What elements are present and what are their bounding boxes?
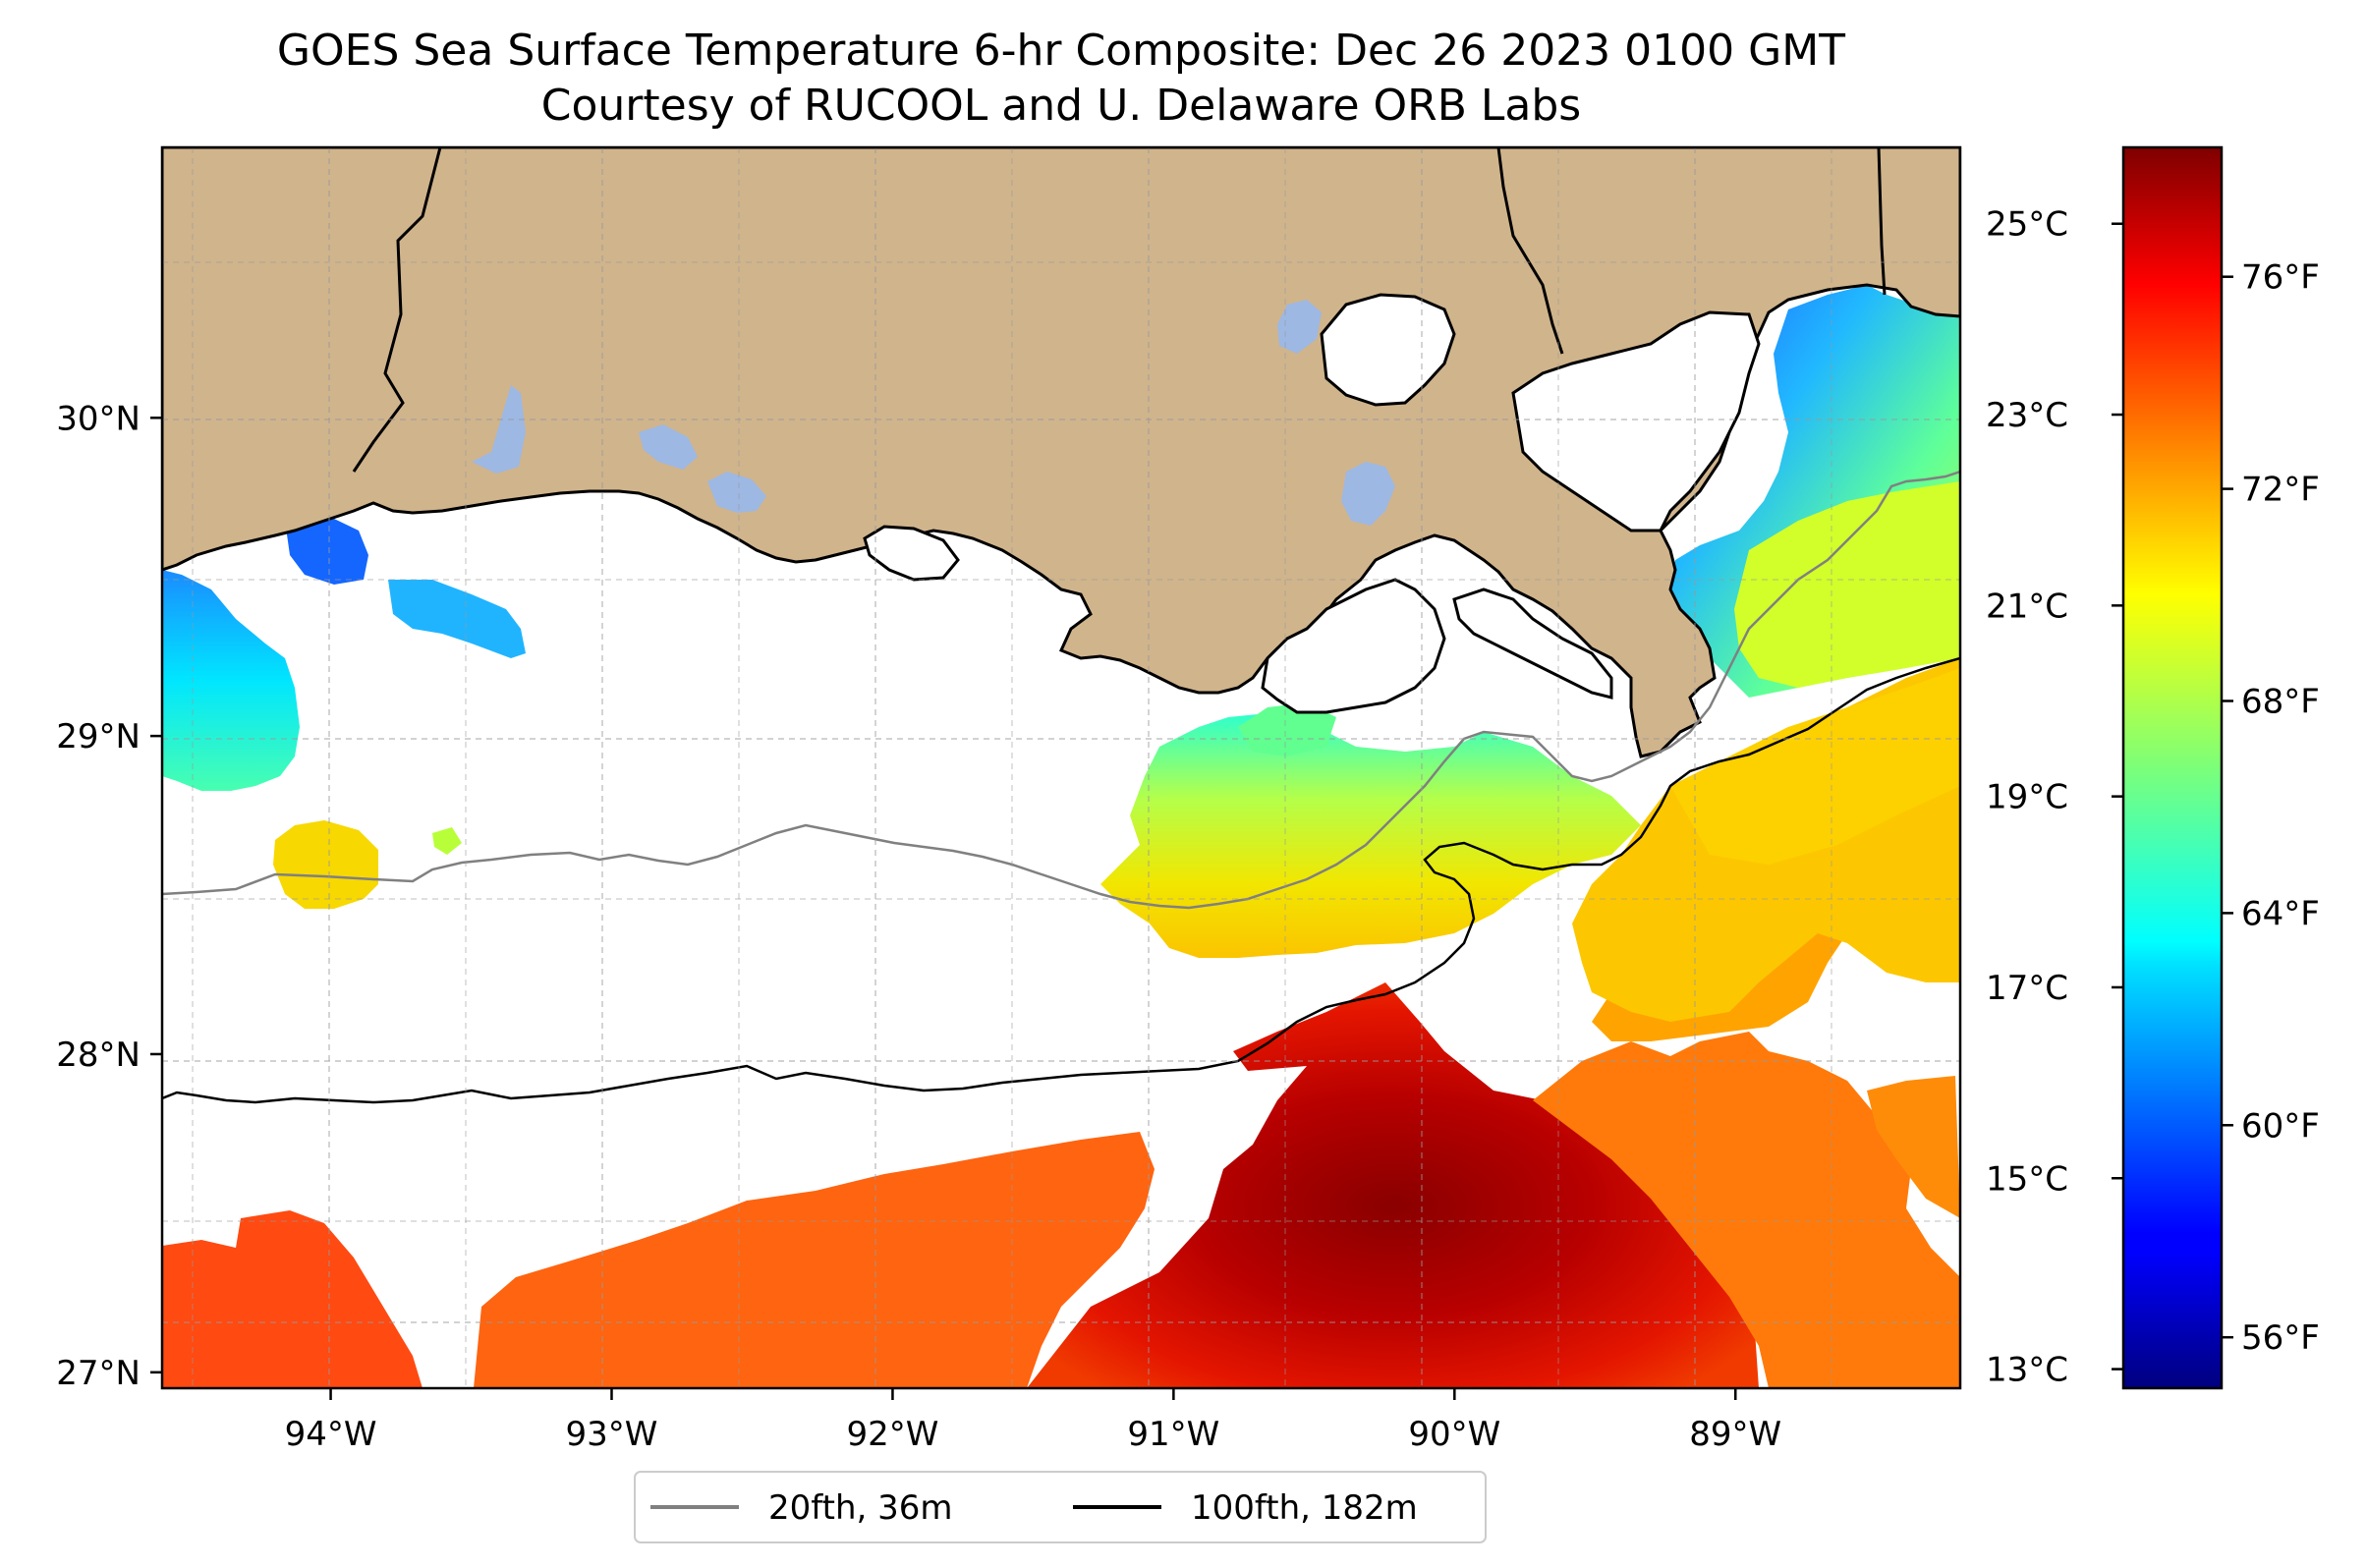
sst-yellow-west bbox=[273, 820, 378, 909]
lon-tick-label: 93°W bbox=[566, 1415, 658, 1454]
map-subtitle: Courtesy of RUCOOL and U. Delaware ORB L… bbox=[541, 81, 1581, 131]
lat-tick-label: 29°N bbox=[56, 717, 141, 756]
colorbar: 13°C 15°C 17°C 19°C 21°C 23°C 25°C 56°F 60°F 64°… bbox=[1986, 145, 2320, 1390]
sst-hot-core bbox=[1027, 982, 1759, 1388]
lon-tick-label: 89°W bbox=[1689, 1415, 1781, 1454]
legend-box bbox=[634, 1471, 1487, 1543]
sst-yellowgreen-east bbox=[1734, 481, 1960, 688]
legend: 20fth, 36m 100fth, 182m bbox=[634, 1471, 1487, 1543]
state-boundary-ms-al bbox=[1877, 147, 1887, 296]
land-mass bbox=[162, 147, 1960, 758]
celsius-tick-label: 15°C bbox=[1986, 1159, 2068, 1199]
colorbar-fahrenheit-axis: 56°F 60°F 64°F 68°F 72°F 76°F bbox=[2222, 258, 2320, 1358]
sst-cool-west bbox=[162, 570, 300, 791]
sst-warm-west bbox=[162, 1210, 423, 1388]
inland-lake-3 bbox=[707, 472, 766, 513]
lon-tick-label: 94°W bbox=[285, 1415, 377, 1454]
contour-100fth bbox=[162, 656, 1960, 1104]
fahrenheit-tick-label: 60°F bbox=[2241, 1106, 2320, 1146]
state-boundary-tx-la bbox=[352, 147, 442, 473]
sst-cool-inner-west bbox=[285, 519, 368, 585]
lat-tick-label: 28°N bbox=[56, 1036, 141, 1075]
lake-borgne bbox=[1511, 310, 1761, 532]
gridlines bbox=[162, 147, 1960, 1388]
sst-warm-east bbox=[1533, 1032, 1960, 1388]
lat-tick-label: 27°N bbox=[56, 1354, 141, 1393]
sst-warm-far-east bbox=[1867, 1076, 1960, 1218]
longitude-axis: 94°W 93°W 92°W 91°W 90°W 89°W bbox=[285, 1388, 1781, 1454]
celsius-tick-label: 23°C bbox=[1986, 396, 2068, 435]
sst-green-mid bbox=[1238, 702, 1336, 756]
celsius-tick-label: 17°C bbox=[1986, 969, 2068, 1008]
fahrenheit-tick-label: 68°F bbox=[2241, 682, 2320, 721]
map-title: GOES Sea Surface Temperature 6-hr Compos… bbox=[277, 26, 1845, 76]
barataria-bay bbox=[1452, 588, 1613, 700]
inland-lake-2 bbox=[1341, 462, 1395, 526]
lat-tick-label: 30°N bbox=[56, 399, 141, 438]
inland-lake-5 bbox=[472, 385, 526, 474]
state-boundary-la-ms bbox=[1496, 147, 1564, 355]
sst-mid-shelf bbox=[1100, 712, 1641, 958]
fahrenheit-tick-label: 64°F bbox=[2241, 894, 2320, 933]
lon-tick-label: 91°W bbox=[1127, 1415, 1219, 1454]
fahrenheit-tick-label: 56°F bbox=[2241, 1318, 2320, 1358]
celsius-tick-label: 19°C bbox=[1986, 778, 2068, 817]
lake-pontchartrain bbox=[1320, 293, 1456, 407]
contour-20fth bbox=[162, 470, 1960, 910]
sst-warm-southwest bbox=[474, 1132, 1155, 1388]
celsius-tick-label: 13°C bbox=[1986, 1351, 2068, 1390]
atchafalaya-bay bbox=[1261, 578, 1446, 714]
map-panel bbox=[162, 147, 1960, 1388]
fahrenheit-tick-label: 76°F bbox=[2241, 258, 2320, 298]
colorbar-celsius-axis: 13°C 15°C 17°C 19°C 21°C 23°C 25°C bbox=[1986, 205, 2123, 1390]
inland-lake-1 bbox=[1277, 300, 1322, 354]
latitude-axis: 27°N 28°N 29°N 30°N bbox=[56, 399, 162, 1393]
colorbar-gradient bbox=[2121, 145, 2224, 1390]
map-frame bbox=[160, 145, 1962, 1390]
inland-lake-4 bbox=[639, 424, 698, 470]
sst-yellowgreen-speck bbox=[432, 827, 462, 855]
sst-yellow-deep-east bbox=[1670, 668, 1960, 865]
celsius-tick-label: 21°C bbox=[1986, 587, 2068, 626]
sst-cool-coastal-west bbox=[388, 580, 526, 658]
vermilion-bay bbox=[863, 525, 960, 582]
lon-tick-label: 92°W bbox=[846, 1415, 938, 1454]
fahrenheit-tick-label: 72°F bbox=[2241, 471, 2320, 510]
legend-label-20fth: 20fth, 36m bbox=[768, 1488, 953, 1528]
celsius-tick-label: 25°C bbox=[1986, 205, 2068, 245]
lon-tick-label: 90°W bbox=[1408, 1415, 1500, 1454]
legend-label-100fth: 100fth, 182m bbox=[1191, 1488, 1418, 1528]
